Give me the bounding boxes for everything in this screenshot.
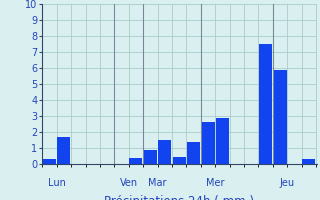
Text: Mer: Mer bbox=[206, 178, 224, 188]
Bar bbox=[302, 159, 315, 164]
Text: Mar: Mar bbox=[148, 178, 167, 188]
Text: Jeu: Jeu bbox=[280, 178, 295, 188]
Bar bbox=[259, 44, 272, 164]
Bar bbox=[173, 157, 186, 164]
Bar bbox=[43, 159, 56, 164]
Bar bbox=[158, 140, 171, 164]
Bar bbox=[274, 70, 286, 164]
Bar bbox=[58, 137, 70, 164]
Bar bbox=[216, 118, 229, 164]
Bar bbox=[202, 122, 214, 164]
Bar bbox=[144, 150, 157, 164]
Text: Précipitations 24h ( mm ): Précipitations 24h ( mm ) bbox=[104, 195, 254, 200]
Bar bbox=[130, 158, 142, 164]
Text: Lun: Lun bbox=[48, 178, 66, 188]
Text: Ven: Ven bbox=[120, 178, 138, 188]
Bar bbox=[187, 142, 200, 164]
